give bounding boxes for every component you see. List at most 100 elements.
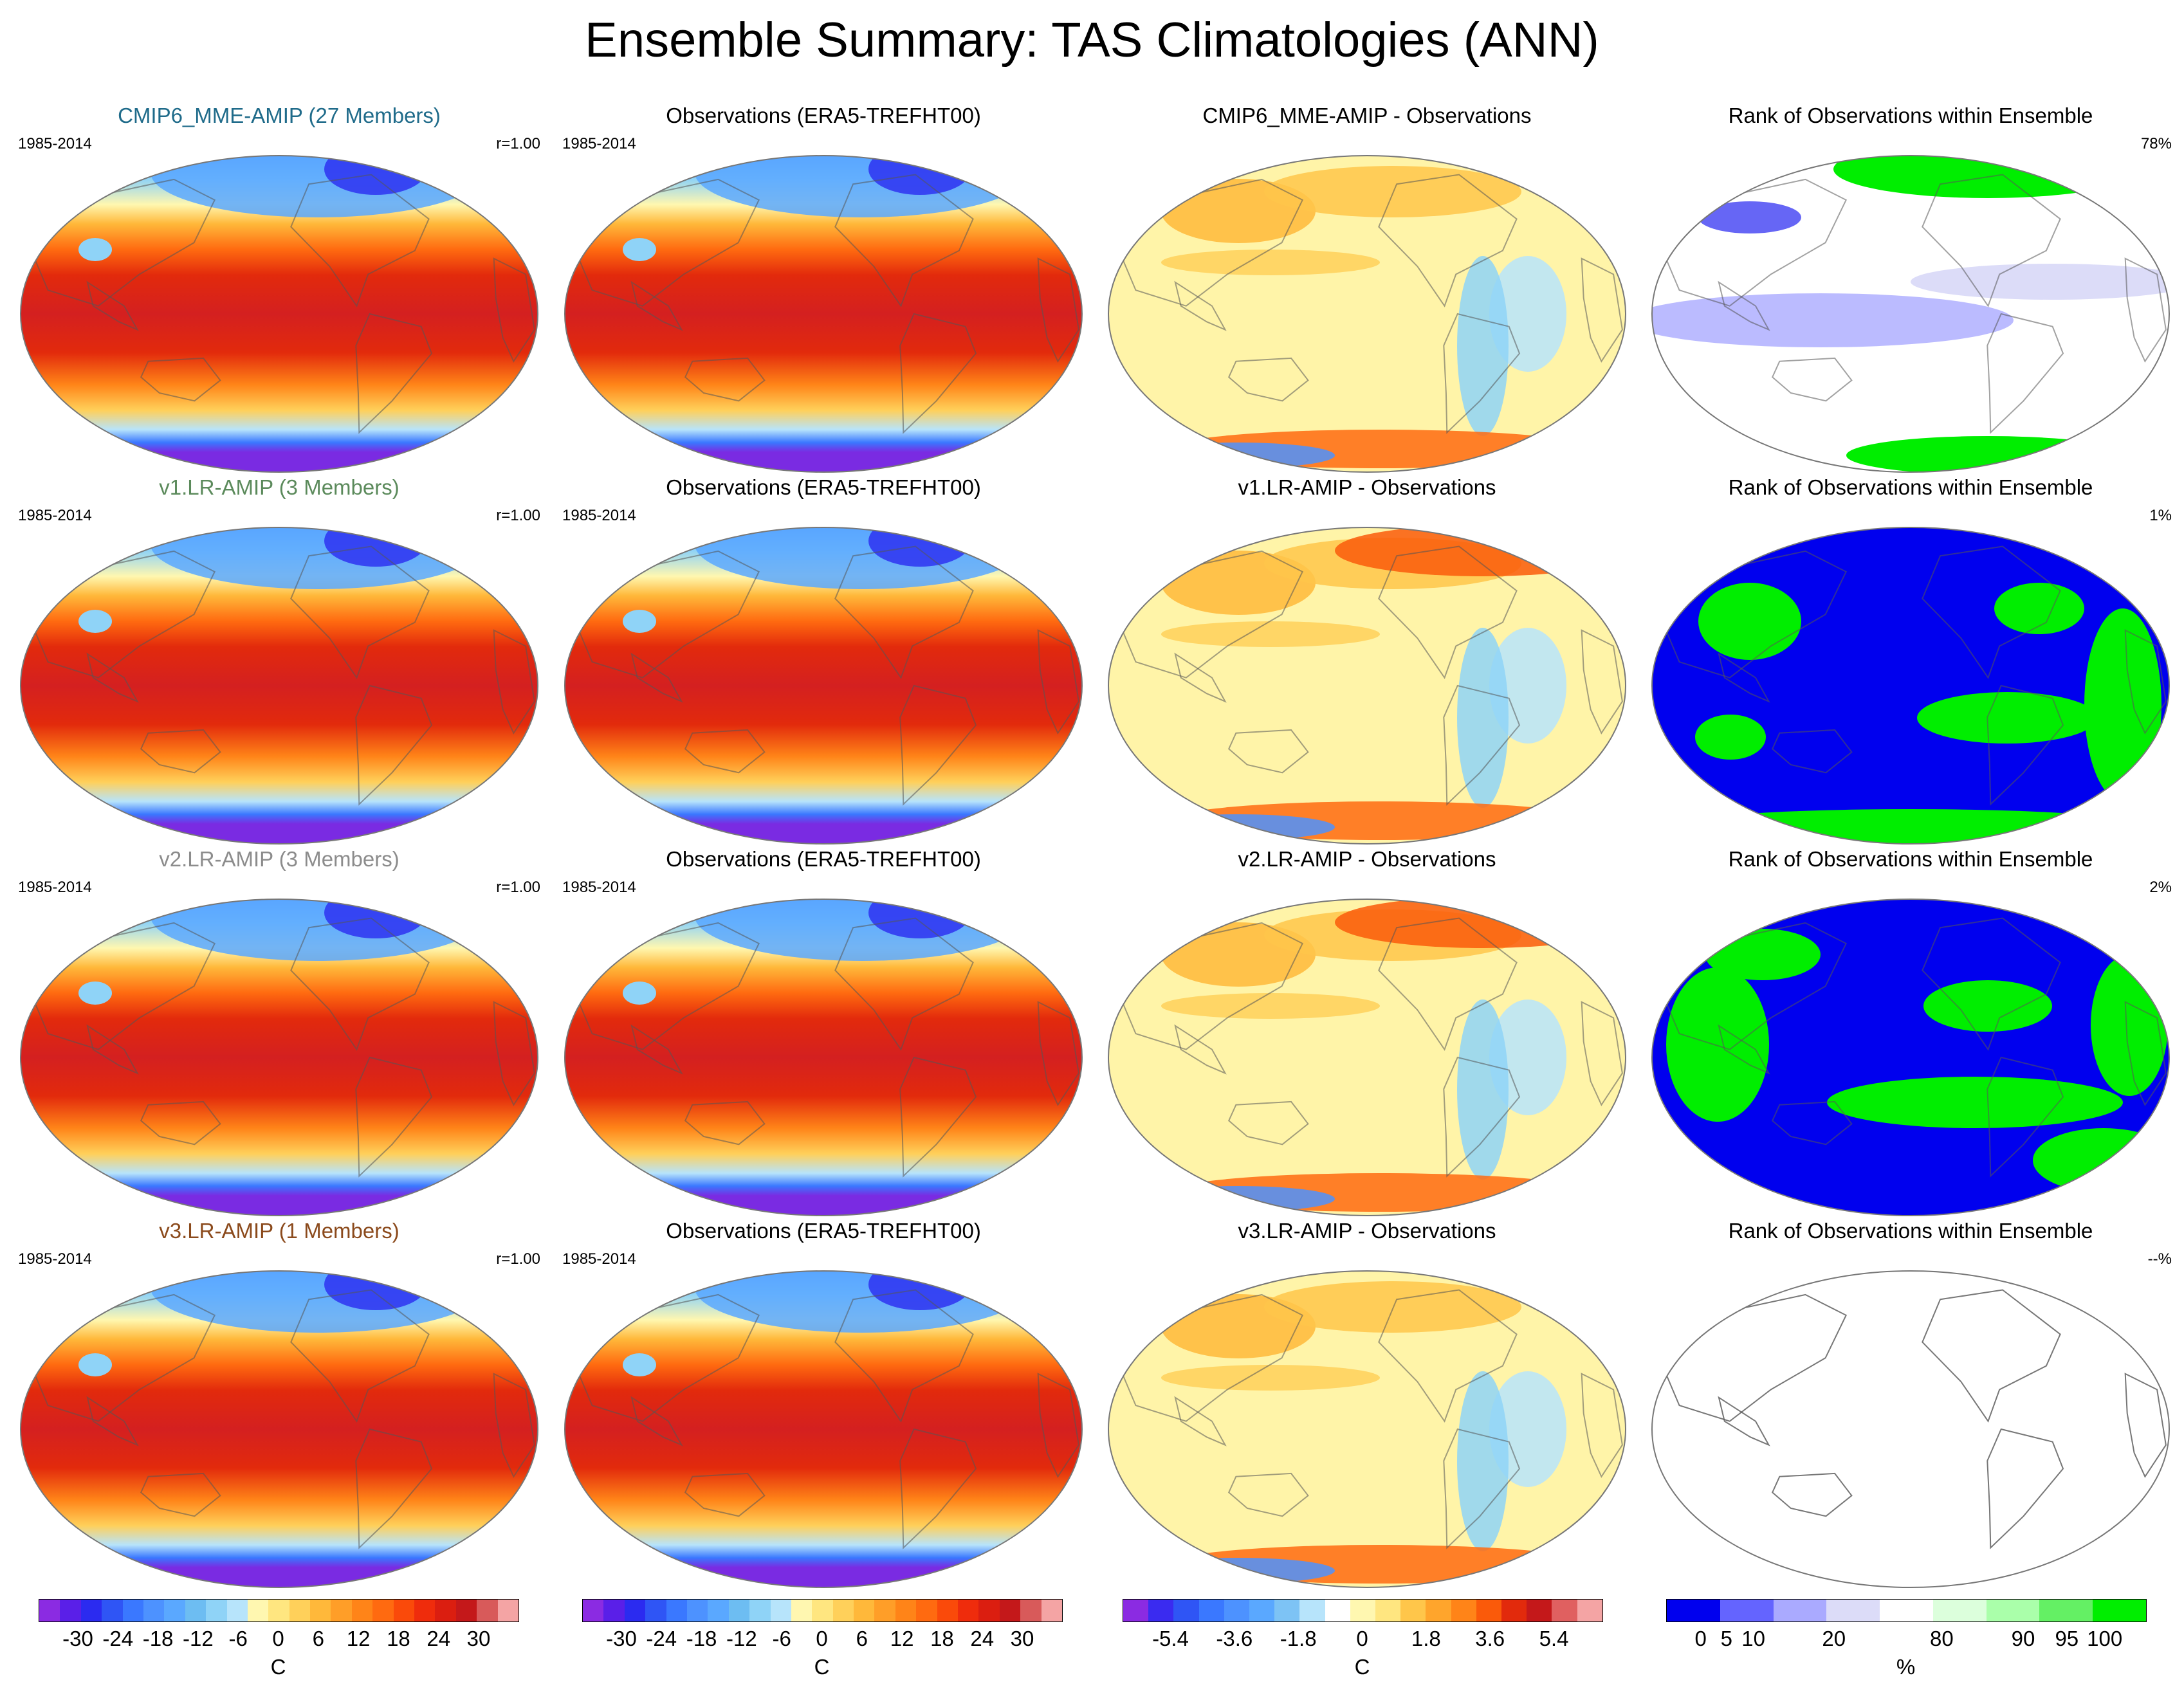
colorbar-swatch (708, 1600, 729, 1621)
obs-map (564, 1270, 1083, 1588)
colorbar-swatch (310, 1600, 331, 1621)
period-label: 1985-2014 (562, 879, 636, 896)
colorbar-tick-label: 1.8 (1411, 1627, 1441, 1650)
colorbar-swatch (1198, 1600, 1224, 1621)
colorbar-tick-label: -24 (102, 1627, 134, 1650)
colorbar-swatch (143, 1600, 165, 1621)
colorbar-swatch (1325, 1600, 1350, 1621)
panel-bias-row3: v2.LR-AMIP - Observations (1097, 846, 1637, 1218)
colorbar-tick-label: -18 (142, 1627, 174, 1650)
panel-title: Rank of Observations within Ensemble (1728, 1219, 2093, 1243)
rank-percent-label: 78% (2140, 135, 2172, 152)
panel-title: v3.LR-AMIP - Observations (1238, 1219, 1496, 1243)
map-frame (1649, 525, 2172, 846)
colorbar-swatch (60, 1600, 81, 1621)
colorbar-swatch (1173, 1600, 1199, 1621)
model-map (20, 1270, 538, 1588)
colorbar-tick-label: 18 (930, 1627, 954, 1650)
colorbar-swatch (1932, 1600, 1987, 1621)
map-frame (562, 1268, 1085, 1590)
colorbar-swatch (331, 1600, 352, 1621)
colorbar-tick-label: 20 (1822, 1627, 1846, 1650)
colorbar-swatch (937, 1600, 959, 1621)
colorbar-tick-label: 95 (2055, 1627, 2079, 1650)
colorbar-tick-label: 5.4 (1539, 1627, 1569, 1650)
obs-map (564, 527, 1083, 844)
map-frame (18, 1268, 540, 1590)
colorbar-swatch (1552, 1600, 1577, 1621)
panel-title: v2.LR-AMIP (3 Members) (159, 847, 399, 871)
colorbar-swatch (455, 1600, 477, 1621)
correlation-label: r=1.00 (496, 879, 540, 896)
map-frame (18, 897, 540, 1218)
period-label: 1985-2014 (562, 1250, 636, 1268)
colorbar-swatch (1400, 1600, 1426, 1621)
correlation-label: r=1.00 (496, 135, 540, 152)
model-map (20, 527, 538, 844)
colorbar-swatch (1527, 1600, 1552, 1621)
colorbar-1: -30 -24 -18 -12 -6 0 6 12 18 24 30 C (39, 1599, 519, 1686)
bias-map (1108, 155, 1626, 473)
panel-title: CMIP6_MME-AMIP - Observations (1202, 104, 1532, 127)
panel-title: Rank of Observations within Ensemble (1728, 475, 2093, 499)
period-label: 1985-2014 (562, 135, 636, 152)
panel-model-row2: v1.LR-AMIP (3 Members) 1985-2014 r=1.00 (9, 475, 549, 846)
model-map (20, 899, 538, 1216)
colorbar-tick-label: 3.6 (1475, 1627, 1505, 1650)
panel-title: CMIP6_MME-AMIP (27 Members) (118, 104, 441, 127)
colorbar-swatch (749, 1600, 771, 1621)
colorbar-swatch (1880, 1600, 1933, 1621)
colorbar-tick-label: -12 (183, 1627, 214, 1650)
colorbar-tick-label: -12 (726, 1627, 757, 1650)
colorbar-swatch (1375, 1600, 1401, 1621)
map-frame (1106, 153, 1628, 475)
map-frame (1649, 1268, 2172, 1590)
colorbar-tick-label: 30 (1010, 1627, 1034, 1650)
colorbar-tick-label: 18 (387, 1627, 410, 1650)
rank-map (1651, 527, 2170, 844)
colorbar-swatch (2093, 1600, 2147, 1621)
colorbar-swatch (1299, 1600, 1325, 1621)
panel-rank-row4: Rank of Observations within Ensemble --% (1640, 1218, 2181, 1590)
colorbar-swatch (268, 1600, 289, 1621)
colorbar-swatch (916, 1600, 937, 1621)
colorbar-tick-label: 80 (1930, 1627, 1954, 1650)
model-map (20, 155, 538, 473)
colorbar-swatch (854, 1600, 875, 1621)
colorbar-swatch (206, 1600, 227, 1621)
map-frame (1106, 525, 1628, 846)
colorbar-tick-label: -6 (228, 1627, 248, 1650)
colorbar-tick-label: -5.4 (1152, 1627, 1189, 1650)
colorbar-swatch (372, 1600, 394, 1621)
colorbar-swatch (1667, 1600, 1720, 1621)
colorbar-tick-label: 90 (2011, 1627, 2035, 1650)
colorbar-swatch (832, 1600, 854, 1621)
period-label: 1985-2014 (18, 1250, 92, 1268)
panel-title: Rank of Observations within Ensemble (1728, 847, 2093, 871)
panel-bias-row1: CMIP6_MME-AMIP - Observations (1097, 103, 1637, 475)
panel-obs-row2: Observations (ERA5-TREFHT00) 1985-2014 (553, 475, 1094, 846)
colorbar-swatch (185, 1600, 206, 1621)
colorbar-tick-label: 0 (816, 1627, 828, 1650)
colorbar-swatch (1773, 1600, 1827, 1621)
panel-model-row4: v3.LR-AMIP (1 Members) 1985-2014 r=1.00 (9, 1218, 549, 1590)
colorbar-swatch (645, 1600, 666, 1621)
colorbar-swatch (874, 1600, 895, 1621)
colorbar-swatch (1123, 1600, 1149, 1621)
colorbar-tick-label: 100 (2087, 1627, 2123, 1650)
colorbar-swatch (978, 1600, 1000, 1621)
colorbar-swatch (226, 1600, 248, 1621)
panel-bias-row2: v1.LR-AMIP - Observations (1097, 475, 1637, 846)
colorbar-tick-label: 12 (346, 1627, 371, 1650)
colorbar-tick-label: -3.6 (1216, 1627, 1253, 1650)
panel-title: v1.LR-AMIP (3 Members) (159, 475, 399, 499)
panel-title: Observations (ERA5-TREFHT00) (666, 475, 981, 499)
panel-title: v1.LR-AMIP - Observations (1238, 475, 1496, 499)
colorbar-swatch (351, 1600, 373, 1621)
colorbar-tick-label: 10 (1741, 1627, 1765, 1650)
colorbar-swatch (39, 1600, 60, 1621)
panel-title: Observations (ERA5-TREFHT00) (666, 1219, 981, 1243)
colorbar-swatch (80, 1600, 102, 1621)
colorbar-4: 0 5 10 20 80 90 95 100% (1666, 1599, 2147, 1686)
map-frame (562, 897, 1085, 1218)
